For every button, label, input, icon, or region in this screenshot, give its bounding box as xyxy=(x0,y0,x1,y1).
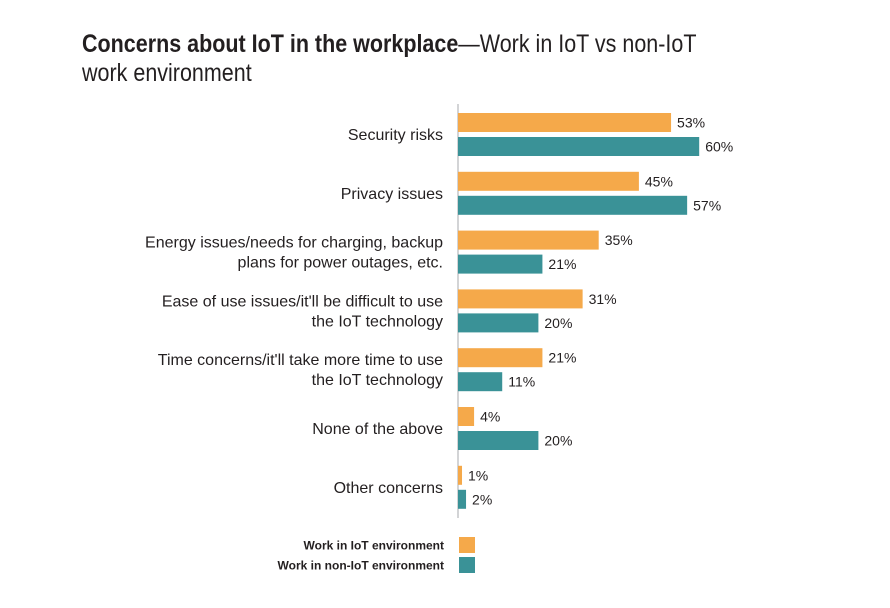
category-label-privacy-issues: Privacy issues xyxy=(341,186,443,203)
chart-title-main: Concerns about IoT in the workplace xyxy=(82,30,459,58)
value-label-non-iot-energy-issues-needs-for-charging-backup-: 21% xyxy=(548,256,576,272)
bar-iot-privacy-issues xyxy=(458,171,639,191)
bar-non-iot-ease-of-use-issues-it-ll-be-difficult-to xyxy=(458,313,539,333)
bar-non-iot-time-concerns-it-ll-take-more-time-to-us xyxy=(458,372,503,392)
value-label-iot-security-risks: 53% xyxy=(677,115,705,131)
value-label-iot-none-of-the-above: 4% xyxy=(480,409,500,425)
legend-swatch-non-iot xyxy=(459,557,475,573)
category-label-other-concerns: Other concerns xyxy=(334,480,443,497)
category-label-none-of-the-above: None of the above xyxy=(312,421,443,438)
bar-non-iot-security-risks xyxy=(458,137,700,156)
value-label-iot-other-concerns: 1% xyxy=(468,467,488,483)
bar-iot-none-of-the-above xyxy=(458,407,475,426)
legend-swatch-iot xyxy=(459,537,475,553)
category-label-time-concerns-it-ll-take-more-time-to-us-line-1: Time concerns/it'll take more time to us… xyxy=(158,352,443,369)
title-dash: — xyxy=(458,30,480,58)
bar-non-iot-none-of-the-above xyxy=(458,431,539,450)
value-label-iot-energy-issues-needs-for-charging-backup-: 35% xyxy=(605,232,633,248)
bar-non-iot-other-concerns xyxy=(458,489,467,509)
value-label-non-iot-other-concerns: 2% xyxy=(472,491,492,507)
value-label-non-iot-none-of-the-above: 20% xyxy=(544,433,572,449)
value-label-non-iot-privacy-issues: 57% xyxy=(693,197,721,213)
category-label-ease-of-use-issues-it-ll-be-difficult-to-line-2: the IoT technology xyxy=(312,313,443,330)
value-label-non-iot-ease-of-use-issues-it-ll-be-difficult-to: 20% xyxy=(544,315,572,331)
bar-iot-other-concerns xyxy=(458,465,463,485)
category-label-time-concerns-it-ll-take-more-time-to-us-line-2: the IoT technology xyxy=(312,372,443,389)
bar-iot-security-risks xyxy=(458,113,672,132)
bar-iot-energy-issues-needs-for-charging-backup- xyxy=(458,230,599,250)
bar-non-iot-energy-issues-needs-for-charging-backup- xyxy=(458,254,543,274)
value-label-non-iot-security-risks: 60% xyxy=(705,139,733,155)
category-label-ease-of-use-issues-it-ll-be-difficult-to-line-1: Ease of use issues/it'll be difficult to… xyxy=(162,293,443,310)
bar-non-iot-privacy-issues xyxy=(458,195,688,215)
category-label-security-risks: Security risks xyxy=(348,127,443,144)
bar-iot-time-concerns-it-ll-take-more-time-to-us xyxy=(458,348,543,368)
chart-subtitle: Work in IoT vs non-IoT work environment xyxy=(82,30,697,87)
category-label-energy-issues-needs-for-charging-backup--line-2: plans for power outages, etc. xyxy=(238,255,443,272)
value-label-iot-ease-of-use-issues-it-ll-be-difficult-to: 31% xyxy=(589,291,617,307)
category-label-energy-issues-needs-for-charging-backup--line-1: Energy issues/needs for charging, backup xyxy=(145,235,443,252)
legend-label-non-iot: Work in non-IoT environment xyxy=(278,559,444,573)
value-label-iot-time-concerns-it-ll-take-more-time-to-us: 21% xyxy=(548,350,576,366)
bar-iot-ease-of-use-issues-it-ll-be-difficult-to xyxy=(458,289,583,309)
legend-label-iot: Work in IoT environment xyxy=(304,539,444,553)
chart-title: Concerns about IoT in the workplace—Work… xyxy=(82,30,736,88)
value-label-non-iot-time-concerns-it-ll-take-more-time-to-us: 11% xyxy=(508,374,535,390)
value-label-iot-privacy-issues: 45% xyxy=(645,173,673,189)
